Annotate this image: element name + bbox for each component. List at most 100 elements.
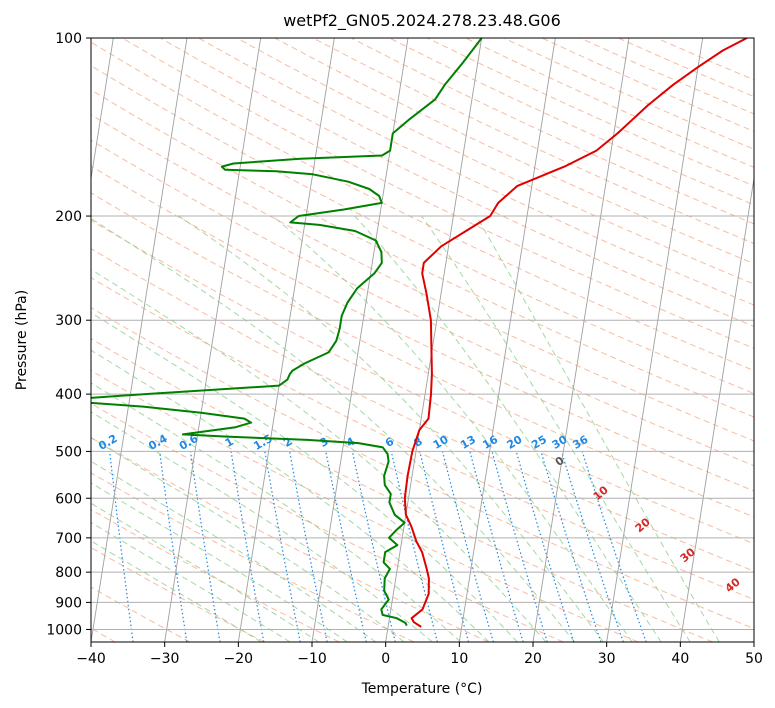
dry-adiabat-line	[121, 38, 754, 349]
y-tick-label: 300	[55, 313, 82, 329]
dry-adiabat-line	[656, 38, 754, 81]
dry-adiabat-line	[618, 38, 754, 98]
dry-adiabat-line	[91, 472, 415, 642]
mixing-ratio-line	[581, 451, 647, 642]
mixing-ratio-label: 10	[431, 433, 451, 452]
x-tick-label: 40	[671, 651, 689, 667]
dry-adiabat-line	[91, 402, 564, 642]
moist-adiabat-line	[91, 482, 348, 642]
moist-adiabat-line	[91, 349, 490, 642]
mixing-ratio-label: 30	[550, 433, 570, 452]
mixing-ratio-line	[189, 451, 221, 642]
isotherm-line	[532, 38, 630, 642]
moist-adiabat-label: 0	[553, 454, 567, 469]
dry-adiabat-line	[91, 509, 340, 642]
moist-adiabat-line	[91, 460, 377, 642]
isotherm-line	[91, 38, 188, 642]
mixing-ratio-label: 0.2	[96, 432, 119, 453]
chart-title: wetPf2_GN05.2024.278.23.48.G06	[283, 11, 561, 31]
mixing-ratio-line	[515, 451, 575, 642]
y-tick-label: 800	[55, 565, 82, 581]
mixing-ratio-label: 20	[505, 433, 525, 452]
moist-adiabat-line	[91, 540, 262, 642]
moist-adiabat-line	[91, 521, 291, 642]
dry-adiabat-line	[198, 38, 754, 306]
moist-adiabat-line	[178, 215, 604, 642]
dry-adiabat-line	[91, 369, 639, 642]
isotherm-line	[753, 639, 754, 642]
dry-adiabat-line	[91, 307, 754, 630]
dry-adiabat-line	[236, 38, 754, 285]
mixing-ratio-line	[469, 451, 524, 642]
y-tick-label: 1000	[46, 622, 82, 638]
isotherm-line	[458, 38, 556, 642]
y-tick-label: 400	[55, 387, 82, 403]
mixing-ratio-label: 6	[383, 435, 396, 450]
isotherm-line	[679, 175, 754, 642]
mixing-ratio-line	[441, 451, 494, 642]
dry-adiabat-line	[91, 277, 754, 600]
moist-adiabat-line	[475, 215, 720, 642]
mixing-ratio-line	[230, 451, 265, 642]
x-axis-ticks: −40 −30 −20 −10 0 10 20 30 40 50	[76, 642, 763, 667]
isotherm-line	[237, 38, 335, 642]
y-tick-label: 600	[55, 491, 82, 507]
isotherm-line	[606, 38, 704, 642]
mixing-ratio-label: 0.4	[146, 432, 170, 453]
isotherm-line	[164, 38, 262, 642]
y-axis-label: Pressure (hPa)	[14, 290, 30, 390]
y-axis-ticks: 100 200 300 400 500 600 700 800 900 1000	[46, 31, 91, 638]
isotherm-line	[91, 38, 114, 182]
dry-adiabat-line	[389, 38, 754, 206]
moist-adiabat-line	[91, 217, 575, 642]
y-tick-label: 100	[55, 31, 82, 47]
pressure-gridlines	[91, 38, 754, 630]
mixing-ratio-line	[560, 451, 624, 642]
moist-adiabat-line	[91, 268, 547, 642]
x-tick-label: 0	[381, 651, 390, 667]
sounding-profiles	[91, 38, 748, 628]
x-tick-label: 30	[598, 651, 616, 667]
x-tick-label: 50	[745, 651, 763, 667]
background-reference-lines	[91, 38, 754, 642]
temperature-profile	[403, 38, 748, 628]
mixing-ratio-label: 13	[458, 433, 478, 452]
moist-adiabat-line	[91, 502, 320, 642]
x-tick-label: 20	[524, 651, 542, 667]
mixing-ratio-line	[491, 451, 548, 642]
dry-adiabat-line	[91, 41, 754, 372]
dry-adiabat-line	[91, 89, 754, 418]
mixing-ratio-line	[289, 451, 328, 642]
dry-adiabat-line	[91, 546, 265, 642]
x-tick-label: −20	[224, 651, 254, 667]
dry-adiabat-line	[91, 114, 754, 442]
moist-adiabat-line	[354, 215, 662, 642]
mixing-ratio-line	[419, 451, 470, 642]
mixing-ratio-label: 2	[281, 435, 294, 450]
isotherm-line	[385, 38, 483, 642]
dry-adiabat-line	[427, 38, 754, 187]
mixing-ratio-label: 36	[571, 433, 591, 452]
x-tick-label: −40	[76, 651, 106, 667]
x-tick-label: 10	[450, 651, 468, 667]
moist-adiabat-line	[91, 312, 518, 642]
mixing-ratio-label: 25	[529, 433, 549, 452]
mixing-ratio-label: 16	[480, 433, 500, 452]
x-tick-label: −30	[150, 651, 180, 667]
dry-adiabat-line	[541, 38, 754, 132]
moist-adiabat-label: 20	[633, 515, 653, 535]
dry-adiabat-line	[91, 165, 754, 492]
dry-adiabat-line	[91, 248, 754, 572]
y-tick-label: 900	[55, 595, 82, 611]
dry-adiabat-line	[579, 38, 754, 115]
moist-adiabat-line	[272, 215, 633, 642]
dry-adiabat-line	[91, 192, 754, 518]
mixing-ratio-line	[325, 451, 367, 642]
moist-adiabat-line	[421, 215, 691, 642]
mixing-ratio-line	[540, 451, 602, 642]
dewpoint-profile	[91, 38, 483, 626]
y-tick-label: 700	[55, 531, 82, 547]
dry-adiabat-line	[91, 338, 713, 642]
y-tick-label: 200	[55, 209, 82, 225]
moist-adiabat-label: 40	[723, 575, 743, 595]
